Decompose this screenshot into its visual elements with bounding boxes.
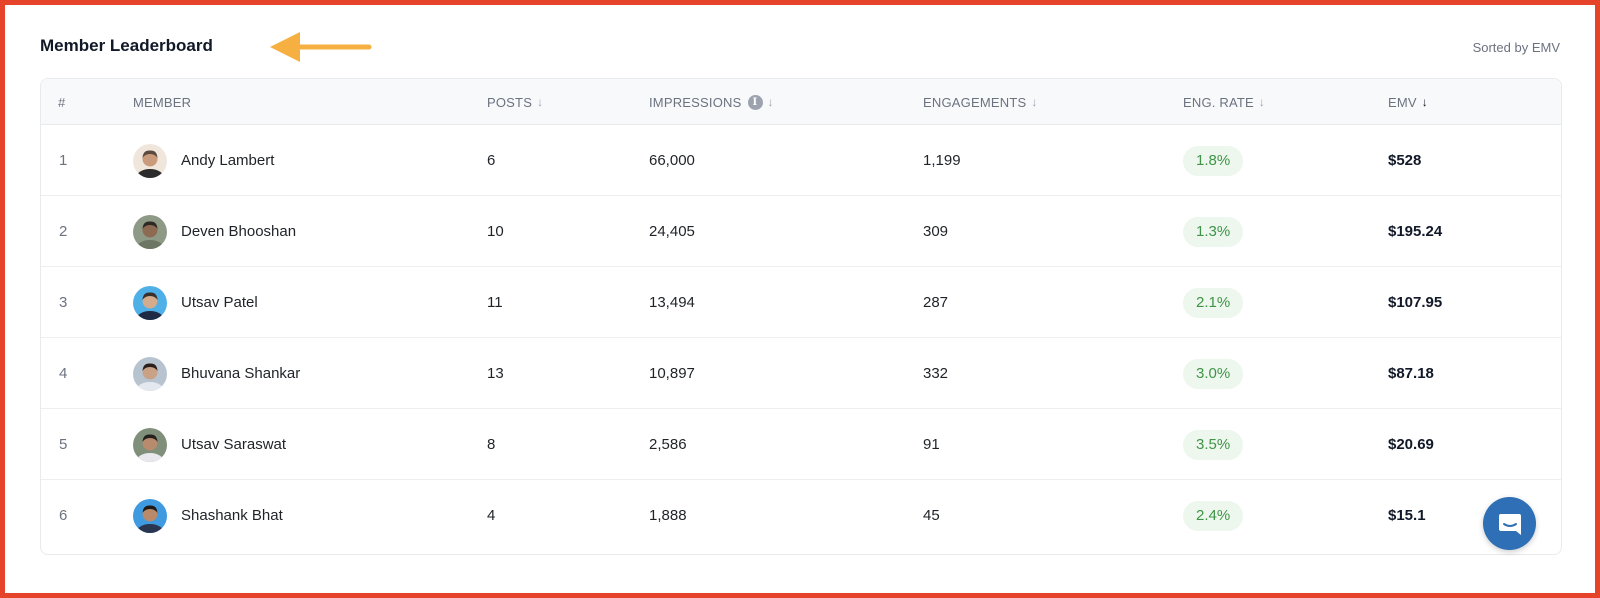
- engagements-cell: 1,199: [923, 152, 961, 169]
- impressions-cell: 1,888: [649, 507, 687, 524]
- posts-cell: 4: [487, 507, 496, 524]
- avatar: [133, 143, 167, 178]
- arrow-left-icon: [270, 32, 372, 62]
- table-row[interactable]: 1 Andy Lambert 6 66,000 1,199 1.8% $528: [41, 125, 1561, 196]
- avatar: [133, 285, 167, 320]
- emv-cell: $195.24: [1388, 223, 1443, 240]
- arrow-down-icon[interactable]: ↓: [1258, 95, 1266, 109]
- engagements-cell: 91: [923, 436, 940, 453]
- eng-rate-cell: 1.8%: [1183, 125, 1244, 196]
- rank-cell: 6: [59, 507, 68, 524]
- eng-rate-cell: 1.3%: [1183, 196, 1244, 267]
- table-header: # MEMBER POSTS ↓ IMPRESSIONS i ↓ ENGAGEM…: [41, 79, 1561, 125]
- eng-rate-cell: 2.1%: [1183, 267, 1244, 338]
- avatar: [133, 214, 167, 249]
- eng-rate-cell: 3.5%: [1183, 409, 1244, 480]
- member-cell[interactable]: Andy Lambert: [133, 125, 274, 196]
- column-header-eng-rate[interactable]: ENG. RATE ↓: [1183, 94, 1266, 110]
- column-header-engagements[interactable]: ENGAGEMENTS ↓: [923, 94, 1038, 110]
- impressions-cell: 13,494: [649, 294, 695, 311]
- emv-cell: $528: [1388, 152, 1422, 169]
- member-name[interactable]: Bhuvana Shankar: [181, 365, 301, 382]
- emv-cell: $107.95: [1388, 294, 1443, 311]
- arrow-down-icon[interactable]: ↓: [1421, 95, 1428, 109]
- eng-rate-badge: 3.0%: [1183, 358, 1244, 389]
- column-header-member: MEMBER: [133, 94, 192, 110]
- chat-icon: [1498, 513, 1521, 535]
- impressions-cell: 66,000: [649, 152, 695, 169]
- arrow-down-icon[interactable]: ↓: [537, 95, 544, 109]
- emv-cell: $87.18: [1388, 365, 1434, 382]
- engagements-cell: 287: [923, 294, 949, 311]
- engagements-cell: 332: [923, 365, 949, 382]
- member-name[interactable]: Deven Bhooshan: [181, 223, 297, 240]
- member-name[interactable]: Andy Lambert: [181, 152, 275, 169]
- emv-cell: $20.69: [1388, 436, 1434, 453]
- chat-button[interactable]: [1483, 497, 1536, 550]
- eng-rate-cell: 2.4%: [1183, 480, 1244, 551]
- eng-rate-badge: 1.3%: [1183, 216, 1244, 247]
- arrow-down-icon[interactable]: ↓: [1031, 95, 1038, 109]
- rank-cell: 2: [59, 223, 68, 240]
- member-cell[interactable]: Utsav Saraswat: [133, 409, 286, 480]
- impressions-cell: 2,586: [649, 436, 687, 453]
- page-title: Member Leaderboard: [40, 36, 213, 55]
- rank-cell: 4: [59, 365, 68, 382]
- posts-cell: 8: [487, 436, 496, 453]
- table-row[interactable]: 5 Utsav Saraswat 8 2,586 91 3.5% $20.69: [41, 409, 1561, 480]
- arrow-down-icon[interactable]: ↓: [767, 95, 774, 109]
- column-header-emv[interactable]: EMV ↓: [1388, 94, 1428, 110]
- table-row[interactable]: 6 Shashank Bhat 4 1,888 45 2.4% $15.1: [41, 480, 1561, 551]
- leaderboard-table: # MEMBER POSTS ↓ IMPRESSIONS i ↓ ENGAGEM…: [40, 78, 1562, 555]
- rank-cell: 1: [59, 152, 68, 169]
- engagements-cell: 45: [923, 507, 940, 524]
- column-header-posts[interactable]: POSTS ↓: [487, 94, 544, 110]
- table-row[interactable]: 2 Deven Bhooshan 10 24,405 309 1.3% $195.2…: [41, 196, 1561, 267]
- column-header-rank: #: [58, 94, 66, 110]
- posts-cell: 11: [487, 294, 503, 311]
- member-cell[interactable]: Bhuvana Shankar: [133, 338, 300, 409]
- member-cell[interactable]: Shashank Bhat: [133, 480, 283, 551]
- eng-rate-cell: 3.0%: [1183, 338, 1244, 409]
- rank-cell: 3: [59, 294, 68, 311]
- emv-cell: $15.1: [1388, 507, 1426, 524]
- impressions-cell: 24,405: [649, 223, 695, 240]
- eng-rate-badge: 1.8%: [1183, 145, 1244, 176]
- posts-cell: 13: [487, 365, 504, 382]
- sort-status-label: Sorted by EMV: [1472, 40, 1560, 55]
- member-name[interactable]: Utsav Patel: [181, 294, 258, 311]
- member-cell[interactable]: Utsav Patel: [133, 267, 258, 338]
- member-cell[interactable]: Deven Bhooshan: [133, 196, 296, 267]
- eng-rate-badge: 3.5%: [1183, 429, 1244, 460]
- posts-cell: 6: [487, 152, 496, 169]
- eng-rate-badge: 2.4%: [1183, 500, 1244, 531]
- member-name[interactable]: Shashank Bhat: [181, 507, 283, 524]
- eng-rate-badge: 2.1%: [1183, 287, 1244, 318]
- posts-cell: 10: [487, 223, 504, 240]
- avatar: [133, 356, 167, 391]
- column-header-impressions[interactable]: IMPRESSIONS i ↓: [649, 94, 774, 110]
- rank-cell: 5: [59, 436, 68, 453]
- engagements-cell: 309: [923, 223, 949, 240]
- info-icon[interactable]: i: [747, 94, 763, 110]
- avatar: [133, 498, 167, 533]
- avatar: [133, 427, 167, 462]
- member-name[interactable]: Utsav Saraswat: [181, 436, 287, 453]
- table-row[interactable]: 4 Bhuvana Shankar 13 10,897 332 3.0% $87.1…: [41, 338, 1561, 409]
- impressions-cell: 10,897: [649, 365, 695, 382]
- table-row[interactable]: 3 Utsav Patel 11 13,494 287 2.1% $107.95: [41, 267, 1561, 338]
